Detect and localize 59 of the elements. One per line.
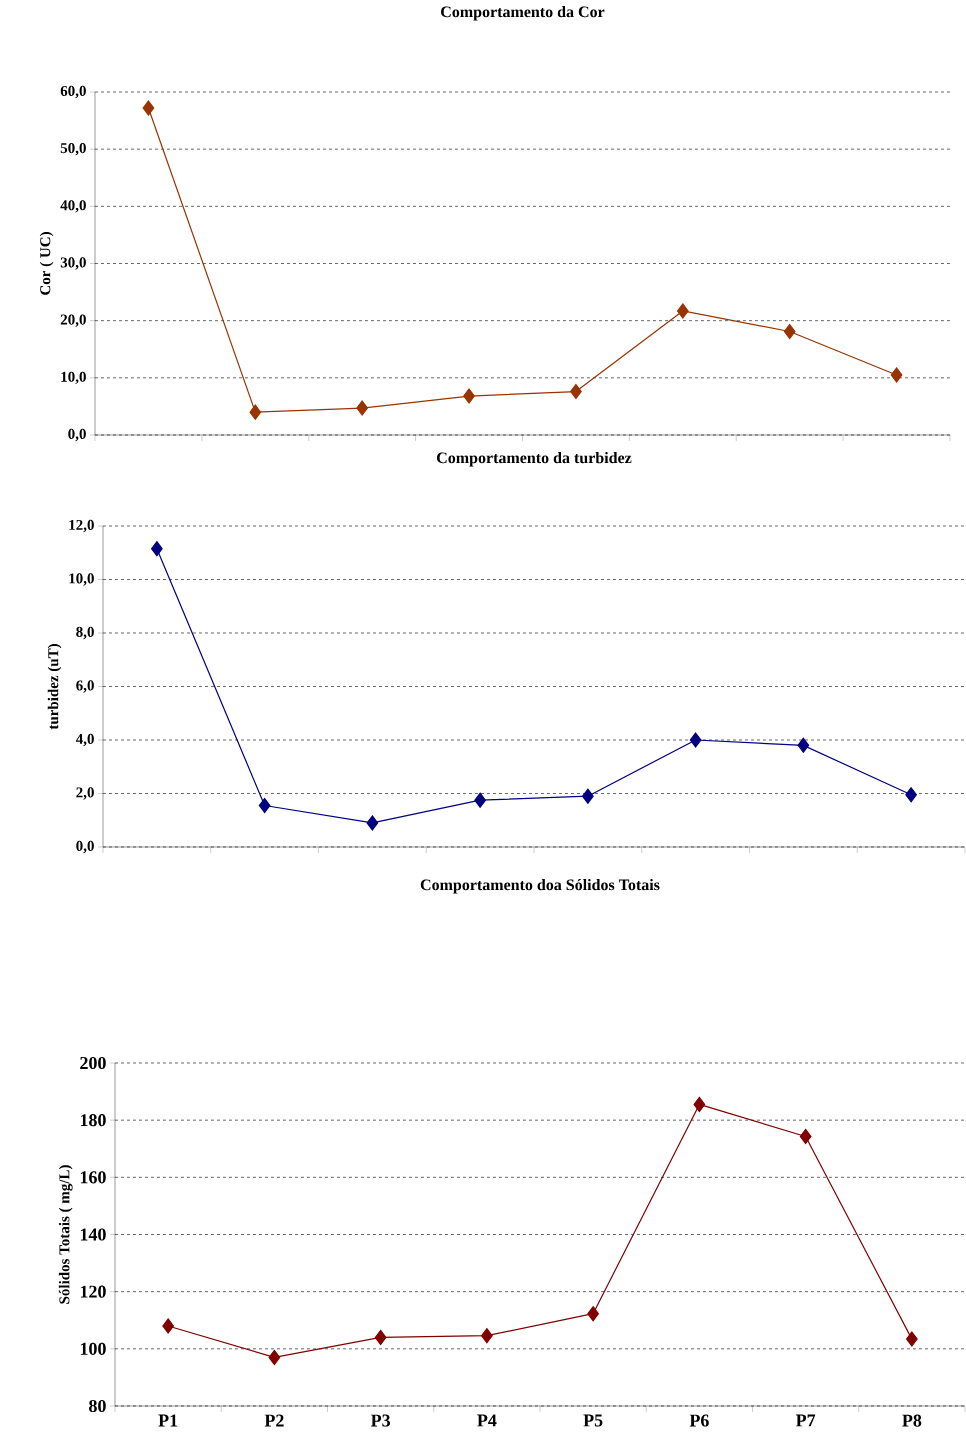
x-tick-label: P7 (795, 1414, 816, 1427)
point (570, 383, 582, 400)
point (676, 303, 689, 319)
chart-title: Comportamento da Cor (441, 5, 605, 21)
y-axis-title: turbidez (uT) (47, 644, 62, 730)
y-tick-label: 20,0 (60, 314, 86, 327)
point (366, 815, 379, 831)
y-tick-label: 8,0 (76, 626, 94, 640)
point (582, 788, 594, 804)
y-tick-label: 10,0 (61, 371, 86, 384)
y-tick-label: 12,0 (69, 519, 94, 533)
y-tick-label: 160 (80, 1171, 106, 1184)
y-tick-label: 6,0 (76, 680, 94, 693)
x-tick-label: P6 (689, 1414, 709, 1427)
point (258, 797, 271, 814)
y-tick-label: 30,0 (60, 257, 86, 270)
point (142, 100, 155, 116)
y-tick-label: 100 (80, 1342, 106, 1355)
y-tick-label: 140 (80, 1228, 106, 1241)
y-axis-title: Cor ( UC) (39, 232, 54, 295)
y-tick-label: 80 (89, 1399, 106, 1413)
point (268, 1349, 281, 1365)
y-tick-label: 4,0 (75, 733, 94, 747)
y-tick-label: 180 (80, 1114, 106, 1127)
point (783, 323, 796, 340)
y-tick-label: 60,0 (60, 85, 86, 99)
x-tick-label: P8 (902, 1414, 922, 1427)
y-tick-label: 40,0 (60, 200, 86, 213)
point (693, 1096, 706, 1113)
y-tick-label: 200 (80, 1056, 106, 1070)
point (799, 1128, 812, 1145)
point (906, 1331, 918, 1347)
x-tick-label: P1 (158, 1414, 178, 1427)
chart-title: Comportamento doa Sólidos Totais (420, 878, 660, 894)
point (162, 1318, 174, 1334)
y-tick-label: 2,0 (76, 787, 94, 800)
point (374, 1329, 387, 1345)
point (249, 404, 262, 420)
x-tick-label: P4 (477, 1414, 497, 1427)
y-tick-label: 120 (80, 1285, 106, 1298)
chart-title: Comportamento da turbidez (437, 451, 632, 467)
point (474, 792, 486, 808)
point (151, 541, 163, 557)
point (587, 1306, 599, 1322)
y-tick-label: 0,0 (76, 840, 94, 854)
point (689, 732, 702, 748)
point (890, 367, 903, 383)
point (481, 1328, 493, 1344)
y-tick-label: 50,0 (60, 143, 86, 156)
y-tick-label: 0,0 (68, 428, 86, 442)
point (797, 737, 810, 753)
x-tick-label: P3 (370, 1414, 391, 1427)
x-tick-label: P2 (264, 1414, 284, 1427)
y-tick-label: 10,0 (69, 573, 94, 586)
point (463, 388, 475, 404)
point (356, 400, 369, 416)
y-axis-title: Sólidos Totais ( mg/L) (58, 1165, 73, 1304)
x-tick-label: P5 (583, 1414, 603, 1427)
point (905, 787, 917, 803)
